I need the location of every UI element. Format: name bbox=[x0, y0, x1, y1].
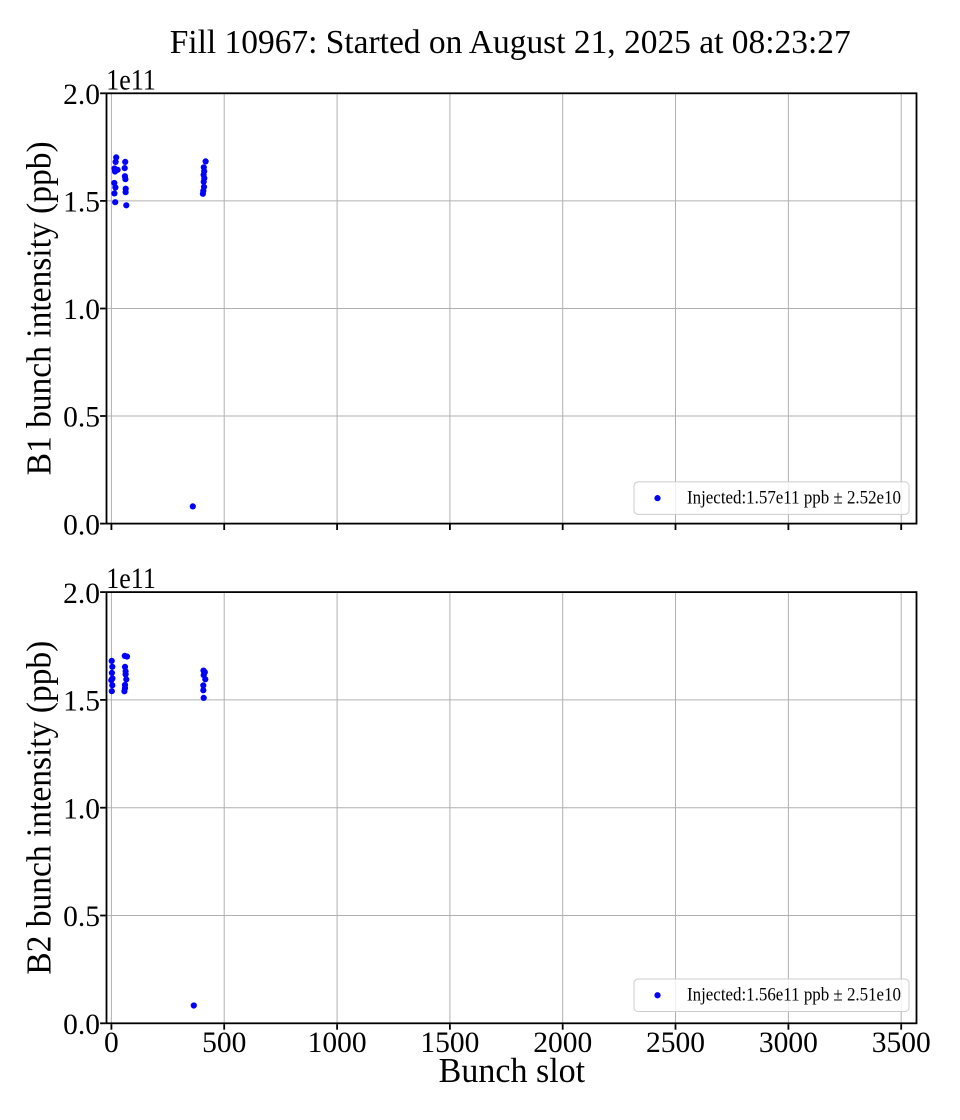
svg-text:Injected:1.56e11 ppb ± 2.51e10: Injected:1.56e11 ppb ± 2.51e10 bbox=[687, 984, 901, 1005]
svg-text:500: 500 bbox=[202, 1027, 246, 1059]
svg-text:2.0: 2.0 bbox=[63, 578, 100, 610]
svg-text:0.0: 0.0 bbox=[63, 509, 100, 541]
svg-text:3000: 3000 bbox=[759, 1027, 818, 1059]
svg-text:1500: 1500 bbox=[420, 1027, 479, 1059]
svg-text:1.5: 1.5 bbox=[63, 187, 100, 219]
svg-text:B2 bunch intensity (ppb): B2 bunch intensity (ppb) bbox=[20, 641, 59, 975]
svg-text:B1 bunch intensity (ppb): B1 bunch intensity (ppb) bbox=[20, 141, 59, 475]
svg-text:2000: 2000 bbox=[533, 1027, 592, 1059]
svg-text:Bunch slot: Bunch slot bbox=[439, 1051, 586, 1090]
svg-text:1.5: 1.5 bbox=[63, 686, 100, 718]
svg-text:2.0: 2.0 bbox=[63, 79, 100, 111]
svg-text:0: 0 bbox=[104, 1027, 119, 1059]
svg-text:0.5: 0.5 bbox=[63, 402, 100, 434]
svg-text:1.0: 1.0 bbox=[63, 294, 100, 326]
svg-text:1.0: 1.0 bbox=[63, 793, 100, 825]
svg-text:0.5: 0.5 bbox=[63, 901, 100, 933]
svg-text:2500: 2500 bbox=[646, 1027, 705, 1059]
svg-text:Injected:1.57e11 ppb ± 2.52e10: Injected:1.57e11 ppb ± 2.52e10 bbox=[687, 487, 901, 508]
svg-text:1e11: 1e11 bbox=[106, 64, 156, 96]
svg-text:3500: 3500 bbox=[872, 1027, 931, 1059]
svg-text:Fill 10967: Started on August: Fill 10967: Started on August 21, 2025 a… bbox=[170, 24, 851, 61]
svg-text:1000: 1000 bbox=[308, 1027, 367, 1059]
svg-text:1e11: 1e11 bbox=[106, 563, 156, 595]
svg-text:0.0: 0.0 bbox=[63, 1009, 100, 1041]
